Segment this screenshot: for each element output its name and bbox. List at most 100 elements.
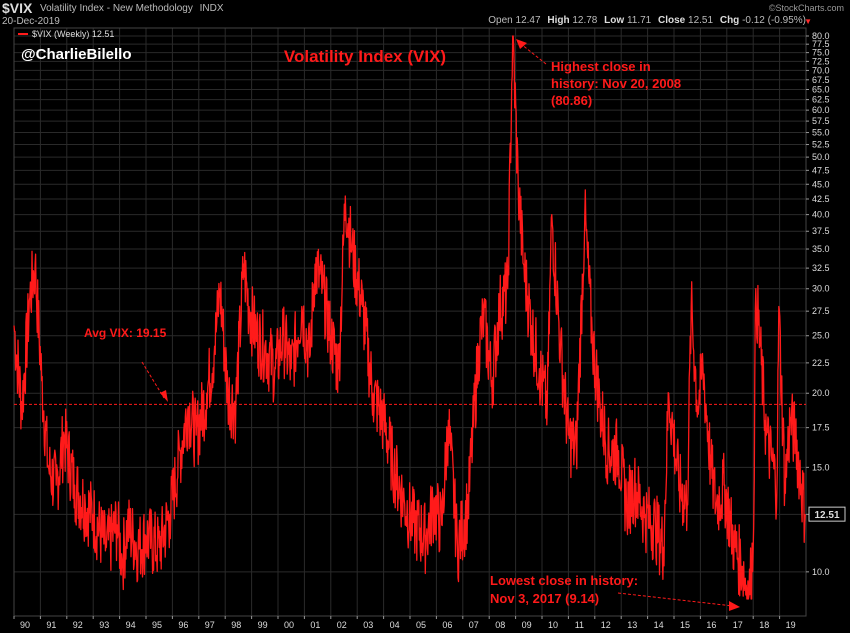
x-tick-label: 94 [126, 620, 136, 630]
low-value: 11.71 [626, 15, 652, 26]
x-tick-label: 19 [786, 620, 796, 630]
highest-arrow [520, 43, 547, 65]
x-axis: 90 91 92 93 94 95 96 97 98 99 00 01 02 03 04 05 06 07 08 09… [13, 616, 796, 630]
x-tick-label: 14 [654, 620, 664, 630]
x-tick-label: 08 [495, 620, 505, 630]
y-tick-label: 60.0 [812, 105, 830, 115]
chart-title: Volatility Index (VIX) [284, 47, 446, 66]
x-tick-label: 93 [99, 620, 109, 630]
y-tick-label: 42.5 [812, 194, 830, 204]
grid-lines [13, 28, 806, 616]
date-label: 20-Dec-2019 [2, 16, 60, 27]
x-tick-label: 02 [337, 620, 347, 630]
x-tick-label: 18 [759, 620, 769, 630]
x-tick-label: 16 [706, 620, 716, 630]
lowest-arrow [617, 592, 734, 607]
x-tick-label: 12 [601, 620, 611, 630]
symbol-description: Volatility Index - New Methodology INDX [40, 3, 224, 14]
x-tick-label: 97 [205, 620, 215, 630]
y-tick-label: 75.0 [812, 48, 830, 58]
y-tick-label: 80.0 [812, 31, 830, 41]
x-tick-label: 05 [416, 620, 426, 630]
x-tick-label: 99 [258, 620, 268, 630]
y-tick-label: 62.5 [812, 95, 830, 105]
x-tick-label: 13 [627, 620, 637, 630]
down-arrow-icon: ▼ [804, 17, 812, 26]
y-tick-label: 57.5 [812, 116, 830, 126]
avg-arrowhead [160, 390, 168, 402]
vix-series-line [13, 35, 806, 600]
x-tick-label: 06 [442, 620, 452, 630]
annotations: Volatility Index (VIX) @CharlieBilello Avg… [21, 39, 740, 611]
high-label: High [547, 15, 570, 26]
y-tick-label: 25.0 [812, 331, 830, 341]
chart-subtitle: @CharlieBilello [21, 46, 132, 63]
description-text: Volatility Index - New Methodology [40, 3, 193, 14]
chg-label: Chg [719, 15, 740, 26]
open-label: Open [488, 15, 513, 26]
lowest-arrowhead [729, 601, 740, 611]
y-tick-label: 15.0 [812, 462, 830, 472]
x-tick-label: 11 [575, 620, 584, 630]
y-tick-label: 70.0 [812, 65, 830, 75]
x-tick-label: 00 [284, 620, 294, 630]
y-tick-label: 65.0 [812, 85, 830, 95]
y-tick-label: 77.5 [812, 39, 830, 49]
source-label[interactable]: ©StockCharts.com [768, 3, 844, 13]
lowest-label: Nov 3, 2017 (9.14) [490, 591, 599, 606]
x-tick-label: 90 [20, 620, 30, 630]
x-tick-label: 07 [469, 620, 479, 630]
low-label: Low [604, 15, 625, 26]
highest-label: (80.86) [551, 93, 592, 108]
y-tick-label: 37.5 [812, 226, 830, 236]
x-tick-label: 98 [231, 620, 241, 630]
x-tick-label: 15 [680, 620, 690, 630]
y-tick-label: 32.5 [812, 263, 830, 273]
x-tick-label: 95 [152, 620, 162, 630]
highest-arrowhead [516, 39, 527, 49]
y-tick-label: 40.0 [812, 210, 830, 220]
avg-label: Avg VIX: 19.15 [84, 326, 167, 340]
x-tick-label: 03 [363, 620, 373, 630]
y-tick-label: 52.5 [812, 140, 830, 150]
exchange-text: INDX [199, 3, 224, 14]
x-tick-label: 01 [310, 620, 320, 630]
close-label: Close [658, 15, 686, 26]
y-tick-label: 22.5 [812, 358, 830, 368]
y-tick-label: 17.5 [812, 423, 830, 433]
chg-value: -0.12 (-0.95%) [742, 15, 806, 26]
x-tick-label: 10 [548, 620, 558, 630]
last-value-label: 12.51 [814, 510, 839, 521]
highest-label: history: Nov 20, 2008 [551, 76, 681, 91]
x-tick-label: 92 [73, 620, 83, 630]
high-value: 12.78 [572, 15, 598, 26]
highest-label: Highest close in [551, 59, 651, 74]
y-tick-label: 45.0 [812, 179, 830, 189]
last-value-box [808, 506, 846, 522]
y-axis: 10.012.515.017.520.022.525.027.530.032.5… [806, 31, 846, 577]
symbol-label: $VIX [2, 0, 33, 16]
x-tick-label: 91 [46, 620, 56, 630]
x-tick-label: 04 [390, 620, 400, 630]
y-tick-label: 30.0 [812, 284, 830, 294]
y-tick-label: 67.5 [812, 75, 830, 85]
y-tick-label: 55.0 [812, 128, 830, 138]
y-tick-label: 20.0 [812, 388, 830, 398]
y-tick-label: 47.5 [812, 165, 830, 175]
chart-header: $VIX Volatility Index - New Methodology … [0, 0, 850, 28]
y-tick-label: 10.0 [812, 567, 830, 577]
ohlc-readout: Open 12.47 High 12.78 Low 11.71 Close 12… [488, 15, 806, 26]
x-tick-label: 17 [733, 620, 743, 630]
y-tick-label: 50.0 [812, 152, 830, 162]
avg-arrow [141, 361, 165, 399]
y-tick-label: 72.5 [812, 56, 830, 66]
close-value: 12.51 [688, 15, 714, 26]
y-tick-label: 27.5 [812, 306, 830, 316]
x-tick-label: 96 [178, 620, 188, 630]
legend-label: $VIX (Weekly) 12.51 [32, 29, 114, 39]
x-tick-label: 09 [522, 620, 532, 630]
lowest-label: Lowest close in history: [490, 573, 638, 588]
open-value: 12.47 [515, 15, 541, 26]
legend: $VIX (Weekly) 12.51 [18, 29, 114, 39]
